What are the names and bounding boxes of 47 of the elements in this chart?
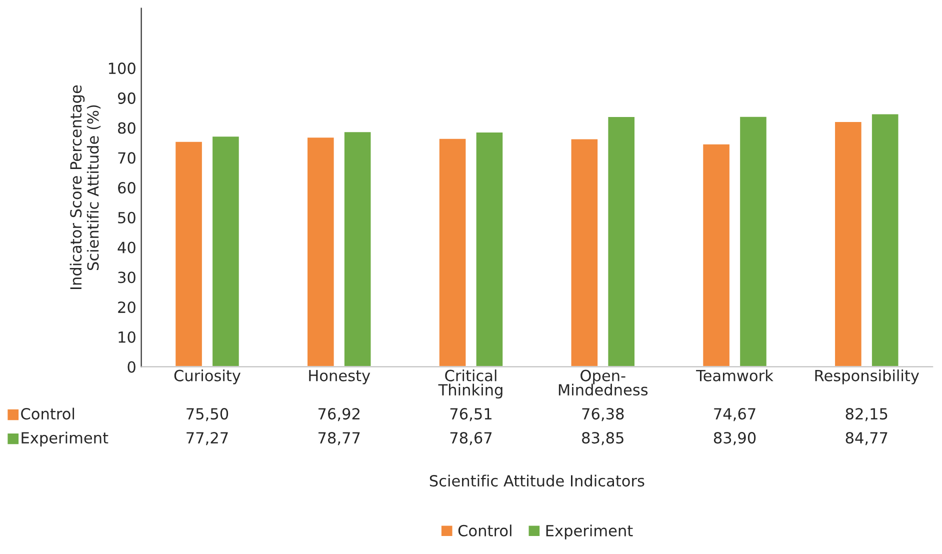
bar bbox=[570, 138, 599, 367]
data-label: 78,77 bbox=[318, 432, 360, 446]
y-tick-label: 0 bbox=[128, 361, 136, 373]
bar bbox=[174, 140, 204, 367]
y-tick-label: 100 bbox=[108, 62, 136, 74]
bar bbox=[211, 135, 240, 367]
data-label: 74,67 bbox=[714, 408, 756, 422]
text: Control bbox=[458, 524, 512, 536]
data-label: 76,51 bbox=[450, 408, 492, 422]
data-label: 76,38 bbox=[582, 408, 624, 422]
y-tick-label: 90 bbox=[118, 92, 136, 104]
bar bbox=[738, 115, 768, 367]
x-tick-label: Curiosity bbox=[174, 370, 241, 384]
data-label: 83,85 bbox=[582, 432, 624, 446]
y-tick-label: 80 bbox=[118, 122, 136, 134]
y-tick-label: 60 bbox=[118, 182, 136, 194]
bar bbox=[870, 112, 900, 367]
x-tick-label: Honesty bbox=[309, 370, 370, 384]
data-label: 84,77 bbox=[846, 432, 888, 446]
legend-label: Experiment bbox=[22, 432, 108, 447]
data-label: 76,92 bbox=[318, 408, 360, 422]
bar bbox=[606, 116, 636, 367]
x-tick-label: Responsibility bbox=[815, 370, 920, 384]
x-tick-label: Open- Mindedness bbox=[558, 370, 648, 396]
y-tick-label: 10 bbox=[118, 331, 136, 343]
data-label: 77,27 bbox=[186, 432, 228, 446]
y-tick-label: 70 bbox=[118, 152, 136, 164]
data-label: 78,67 bbox=[450, 432, 492, 446]
y-tick-label: 30 bbox=[118, 272, 136, 284]
data-label: 82,15 bbox=[846, 408, 888, 422]
text: Experiment bbox=[546, 524, 633, 540]
y-axis-title: Indicator Score Percentage Scientific Attitude (%) bbox=[70, 85, 101, 289]
y-tick-label: 50 bbox=[118, 212, 136, 224]
data-label: 83,90 bbox=[714, 432, 756, 446]
x-axis-title: Scientific Attitude Indicators bbox=[430, 474, 644, 487]
bar bbox=[438, 138, 468, 367]
bar bbox=[343, 130, 372, 367]
data-label: 75,50 bbox=[186, 408, 228, 422]
y-tick-label: 20 bbox=[118, 301, 136, 314]
x-tick-label: Critical Thinking bbox=[438, 370, 502, 399]
x-tick-label: Teamwork bbox=[696, 370, 774, 382]
legend-label: Control bbox=[21, 408, 74, 420]
y-tick-label: 40 bbox=[118, 242, 136, 254]
bar bbox=[306, 136, 336, 367]
bar bbox=[474, 131, 504, 367]
bar bbox=[834, 120, 863, 367]
bar bbox=[702, 143, 731, 367]
